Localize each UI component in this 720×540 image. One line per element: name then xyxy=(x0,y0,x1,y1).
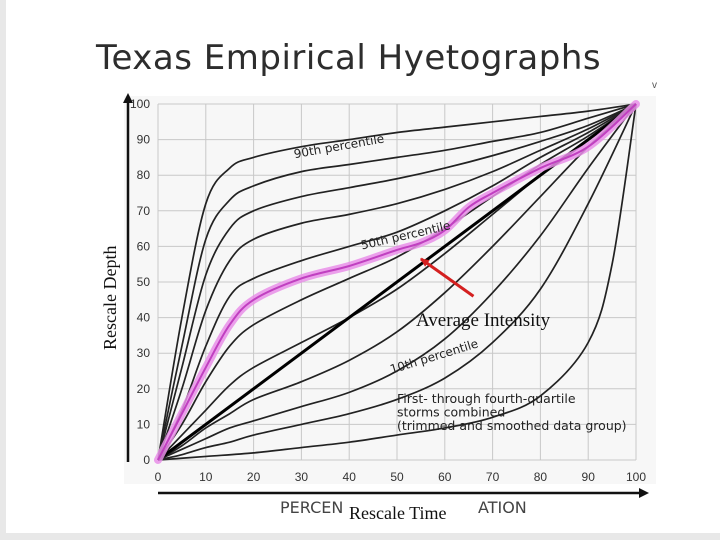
x-tick-label: 80 xyxy=(534,470,548,484)
percentile-curve xyxy=(157,103,637,461)
percentile-curve xyxy=(157,103,637,461)
rescale-time-label: Rescale Time xyxy=(347,503,449,524)
rescale-depth-label: Rescale Depth xyxy=(100,245,120,350)
percentile-curve xyxy=(157,103,637,461)
corner-mark: v xyxy=(652,80,657,91)
slide-border-left xyxy=(0,0,6,540)
y-tick-label: 70 xyxy=(137,204,151,218)
average-intensity-arrow xyxy=(420,257,475,298)
average-intensity-label: Average Intensity xyxy=(416,310,551,331)
x-tick-label: 20 xyxy=(247,470,261,484)
x-tick-label: 10 xyxy=(199,470,213,484)
x-axis-label-left: PERCEN xyxy=(280,498,343,517)
slide-title: Texas Empirical Hyetographs xyxy=(96,38,602,78)
chart-annotation: storms combined xyxy=(397,405,505,420)
y-tick-label: 0 xyxy=(143,453,150,467)
y-tick-label: 100 xyxy=(130,97,150,111)
median-highlight-curve xyxy=(157,103,637,461)
y-tick-label: 10 xyxy=(137,417,151,431)
percentile-curve xyxy=(157,103,637,461)
slide-border-bottom xyxy=(0,533,720,540)
percentile-curve xyxy=(157,103,637,461)
y-tick-label: 80 xyxy=(137,168,151,182)
x-tick-label: 50 xyxy=(390,470,404,484)
x-tick-label: 90 xyxy=(582,470,596,484)
percentile-curve xyxy=(157,103,637,461)
y-tick-label: 20 xyxy=(137,382,151,396)
percentile-curve xyxy=(157,103,637,461)
x-axis-label-right: ATION xyxy=(478,498,527,517)
x-tick-label: 0 xyxy=(155,470,162,484)
x-tick-label: 100 xyxy=(626,470,646,484)
y-tick-label: 30 xyxy=(137,346,151,360)
percentile-curve xyxy=(157,103,637,461)
chart-annotation: (trimmed and smoothed data group) xyxy=(397,418,627,433)
x-tick-label: 70 xyxy=(486,470,500,484)
x-tick-label: 30 xyxy=(295,470,309,484)
y-tick-label: 90 xyxy=(137,133,151,147)
y-tick-label: 60 xyxy=(137,239,151,253)
x-tick-label: 40 xyxy=(343,470,357,484)
x-tick-label: 60 xyxy=(438,470,452,484)
y-tick-label: 40 xyxy=(137,311,151,325)
chart-annotation: First- through fourth-quartile xyxy=(397,391,576,406)
percentile-curve xyxy=(157,103,637,461)
y-tick-label: 50 xyxy=(137,275,151,289)
